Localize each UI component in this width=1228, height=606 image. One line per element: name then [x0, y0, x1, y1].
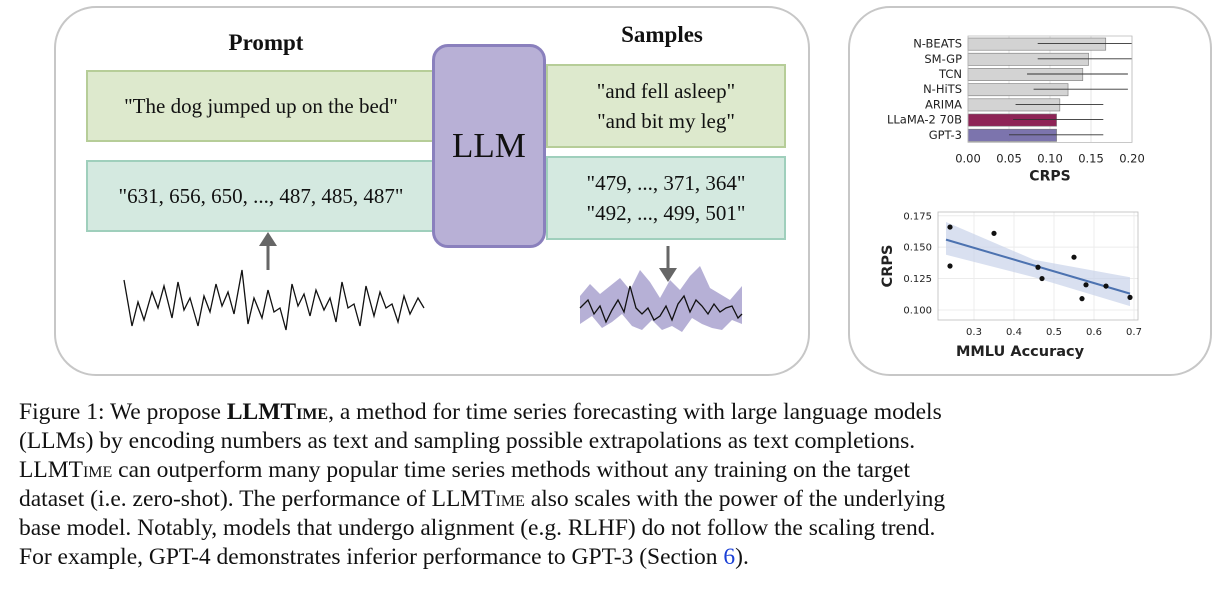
llm-block: LLM: [432, 44, 546, 248]
bar: [967, 128, 1057, 142]
caption-text: For example, GPT-4 demonstrates inferior…: [19, 544, 724, 570]
category-label: SM-GP: [924, 52, 962, 66]
data-point: [1035, 264, 1041, 270]
prompt-text: "The dog jumped up on the bed": [124, 94, 398, 118]
tick-label: 0.175: [903, 211, 932, 222]
tick-label: 0.3: [966, 327, 982, 338]
data-point: [947, 263, 953, 269]
prompt-numbers-box: "631, 656, 650, ..., 487, 485, 487": [86, 160, 436, 232]
caption-text: dataset (i.e. zero-shot). The performanc…: [19, 486, 432, 512]
category-label: LLaMA-2 70B: [887, 113, 962, 127]
sample-numbers-2: "492, ..., 499, 501": [586, 201, 746, 225]
tick-label: 0.4: [1006, 327, 1022, 338]
method-name: LLMTime: [226, 399, 329, 425]
plot-frame: [967, 35, 1133, 143]
up-arrow-icon: [259, 232, 277, 270]
bar: [967, 113, 1057, 127]
samples-header: Samples: [621, 22, 703, 47]
prompt-header: Prompt: [228, 30, 304, 55]
axis-label: CRPS: [880, 245, 896, 288]
sample-text-1: "and fell asleep": [596, 79, 736, 103]
forecast-uncertainty-band: [580, 266, 742, 332]
figure-caption: Figure 1: We propose LLMTime, a method f…: [19, 398, 1213, 572]
data-point: [947, 224, 953, 230]
tick-label: 0.5: [1046, 327, 1062, 338]
tick-label: 0.100: [903, 305, 932, 316]
tick-label: 0.125: [903, 274, 932, 285]
llm-label: LLM: [452, 126, 526, 165]
bar: [967, 98, 1061, 112]
bar: [967, 83, 1069, 97]
caption-line: (LLMs) by encoding numbers as text and s…: [19, 428, 916, 454]
crps-vs-mmlu-scatter: 0.3 0.4 0.5 0.6 0.7 0.100 0.125 0.150 0.175 MMLU …: [880, 211, 1142, 360]
caption-text: We propose: [109, 399, 227, 425]
data-point: [1071, 254, 1077, 260]
down-arrow-icon: [659, 246, 677, 282]
pipeline-diagram-panel: Prompt Samples "The dog jumped up on the…: [54, 6, 810, 376]
figure-label: Figure 1:: [19, 399, 105, 425]
data-point: [1083, 282, 1089, 288]
caption-text: also scales with the power of the underl…: [524, 486, 946, 512]
category-label: N-BEATS: [913, 37, 962, 51]
results-charts-panel: N-BEATS SM-GP TCN N-HiTS ARIMA LLaMA-2 70B GPT…: [848, 6, 1212, 376]
bar: [967, 68, 1084, 81]
tick-label: 0.20: [1119, 151, 1145, 165]
method-name: LLMTime: [431, 486, 525, 512]
section-ref-link[interactable]: 6: [723, 544, 736, 570]
category-label: TCN: [938, 67, 962, 81]
diagram-graphics: [123, 232, 743, 332]
prompt-numbers: "631, 656, 650, ..., 487, 485, 487": [118, 184, 404, 208]
prompt-text-box: "The dog jumped up on the bed": [86, 70, 436, 142]
tick-label: 0.10: [1037, 151, 1063, 165]
bar: [967, 52, 1089, 66]
caption-text: can outperform many popular time series …: [112, 457, 911, 483]
sample-text-box: "and fell asleep" "and bit my leg": [546, 64, 786, 148]
forecast-sample-line: [579, 285, 743, 324]
caption-text: ).: [735, 544, 749, 570]
axis-label: MMLU Accuracy: [956, 344, 1085, 360]
caption-text: , a method for time series forecasting w…: [328, 399, 942, 425]
category-label: N-HiTS: [923, 82, 962, 96]
category-label: ARIMA: [925, 97, 962, 111]
method-name: LLMTime: [19, 457, 113, 483]
caption-line: base model. Notably, models that undergo…: [19, 515, 936, 541]
input-time-series: [123, 269, 425, 331]
data-point: [1127, 294, 1133, 300]
bar: [967, 37, 1107, 51]
data-point: [991, 230, 997, 236]
sample-text-2: "and bit my leg": [597, 109, 735, 133]
tick-label: 0.150: [903, 243, 932, 254]
tick-label: 0.05: [996, 151, 1022, 165]
category-label: GPT-3: [929, 128, 962, 142]
plot-frame: [937, 211, 1139, 321]
sample-numbers-box: "479, ..., 371, 364" "492, ..., 499, 501…: [546, 156, 786, 240]
tick-label: 0.15: [1078, 151, 1104, 165]
data-point: [1079, 296, 1085, 302]
sample-numbers-1: "479, ..., 371, 364": [586, 171, 746, 195]
axis-label: CRPS: [1029, 168, 1070, 184]
tick-label: 0.6: [1086, 327, 1102, 338]
data-point: [1039, 275, 1045, 282]
data-point: [1103, 283, 1109, 289]
tick-label: 0.7: [1126, 327, 1142, 338]
tick-label: 0.00: [955, 151, 981, 165]
